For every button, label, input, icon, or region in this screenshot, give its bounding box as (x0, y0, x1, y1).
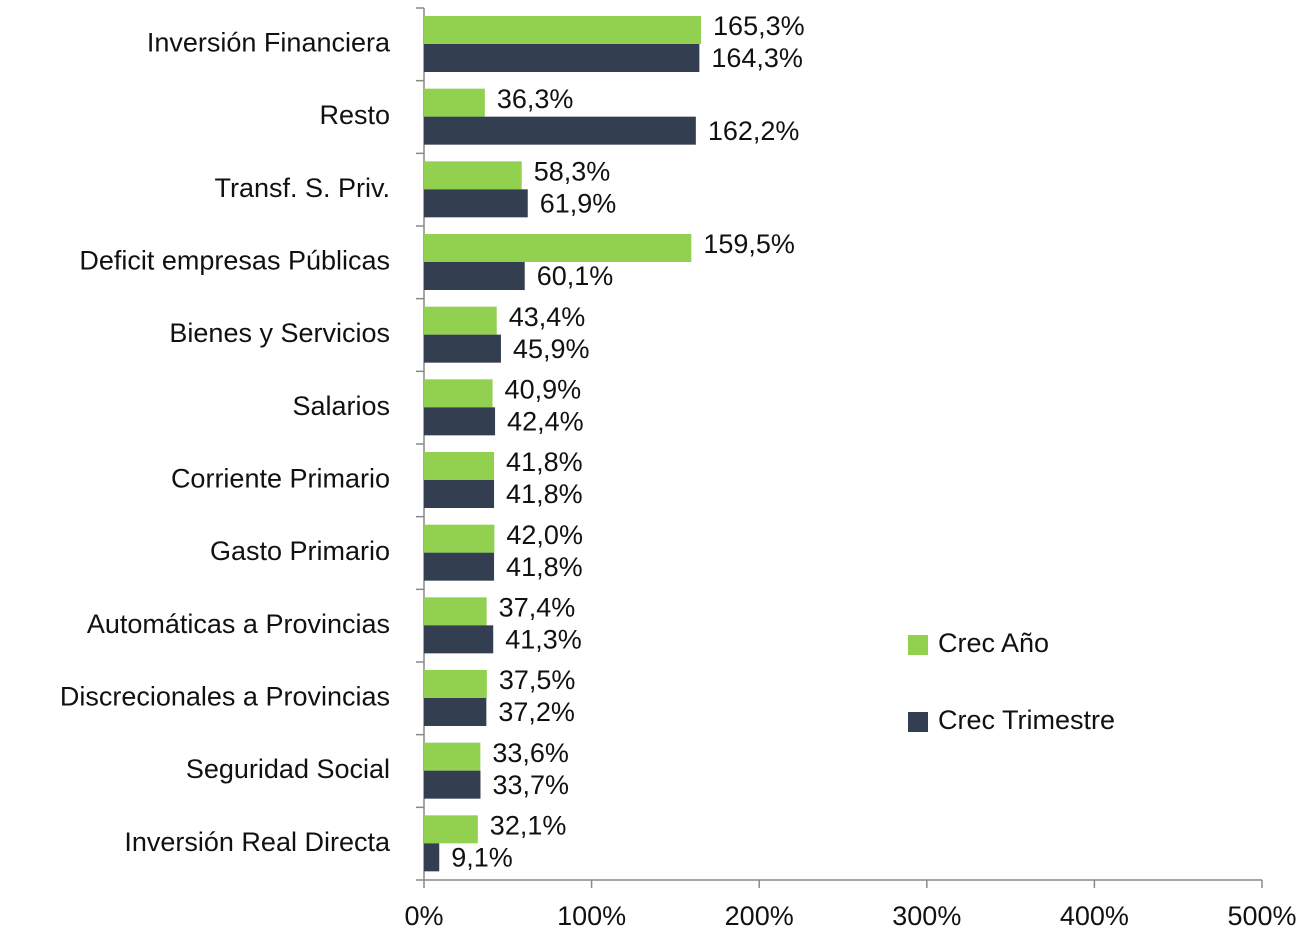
y-tick-label: Gasto Primario (210, 536, 390, 566)
value-label: 37,5% (499, 665, 576, 695)
bar (424, 552, 495, 581)
value-label: 32,1% (490, 810, 567, 840)
value-label: 42,4% (507, 406, 584, 436)
bar (424, 480, 495, 508)
legend-label: Crec Año (938, 628, 1049, 658)
value-label: 41,3% (505, 624, 582, 654)
bar (424, 524, 495, 553)
x-tick-label: 400% (1060, 901, 1129, 931)
legend-swatch (908, 635, 928, 655)
bar (424, 625, 494, 654)
bar (424, 88, 485, 117)
bar (424, 815, 478, 844)
value-label: 33,6% (492, 738, 569, 768)
bar (424, 334, 501, 363)
value-label: 40,9% (505, 374, 582, 404)
bar (424, 742, 481, 771)
value-label: 33,7% (492, 770, 569, 800)
legend-swatch (908, 712, 928, 732)
value-label: 41,8% (506, 552, 583, 582)
y-tick-label: Transf. S. Priv. (214, 173, 390, 203)
value-label: 45,9% (513, 334, 590, 364)
bar (424, 161, 522, 190)
legend-label: Crec Trimestre (938, 705, 1115, 735)
value-label: 165,3% (713, 11, 805, 41)
bar (424, 843, 440, 872)
value-label: 41,8% (506, 447, 583, 477)
y-tick-label: Discrecionales a Provincias (60, 681, 390, 711)
bar (424, 44, 700, 72)
bar (424, 597, 487, 626)
value-label: 41,8% (506, 479, 583, 509)
value-label: 9,1% (451, 842, 513, 872)
x-tick-label: 300% (892, 901, 961, 931)
bar (424, 262, 525, 290)
value-label: 61,9% (540, 188, 617, 218)
value-label: 43,4% (509, 302, 586, 332)
bar (424, 189, 528, 218)
bar (424, 306, 497, 335)
bar (424, 452, 495, 480)
y-tick-label: Automáticas a Provincias (87, 609, 390, 639)
x-tick-label: 200% (725, 901, 794, 931)
y-tick-label: Salarios (292, 391, 390, 421)
y-tick-label: Inversión Financiera (147, 27, 391, 57)
value-label: 58,3% (534, 156, 611, 186)
value-label: 36,3% (497, 84, 574, 114)
y-tick-label: Seguridad Social (186, 754, 390, 784)
y-tick-label: Deficit empresas Públicas (79, 245, 390, 275)
value-label: 159,5% (703, 229, 795, 259)
value-label: 162,2% (708, 116, 800, 146)
bar (424, 16, 702, 44)
value-label: 37,4% (499, 592, 576, 622)
x-tick-label: 0% (404, 901, 443, 931)
x-tick-label: 500% (1227, 901, 1296, 931)
bar (424, 234, 692, 262)
bar (424, 770, 481, 799)
bar (424, 698, 487, 726)
value-label: 42,0% (506, 520, 583, 550)
bar (424, 116, 696, 145)
y-tick-label: Resto (319, 100, 390, 130)
x-tick-label: 100% (557, 901, 626, 931)
bar (424, 379, 493, 408)
y-tick-label: Corriente Primario (171, 463, 390, 493)
value-label: 164,3% (711, 43, 803, 73)
y-tick-label: Inversión Real Directa (124, 827, 391, 857)
bar (424, 670, 487, 698)
value-label: 37,2% (498, 697, 575, 727)
value-label: 60,1% (537, 261, 614, 291)
bar (424, 407, 496, 436)
y-tick-label: Bienes y Servicios (169, 318, 390, 348)
